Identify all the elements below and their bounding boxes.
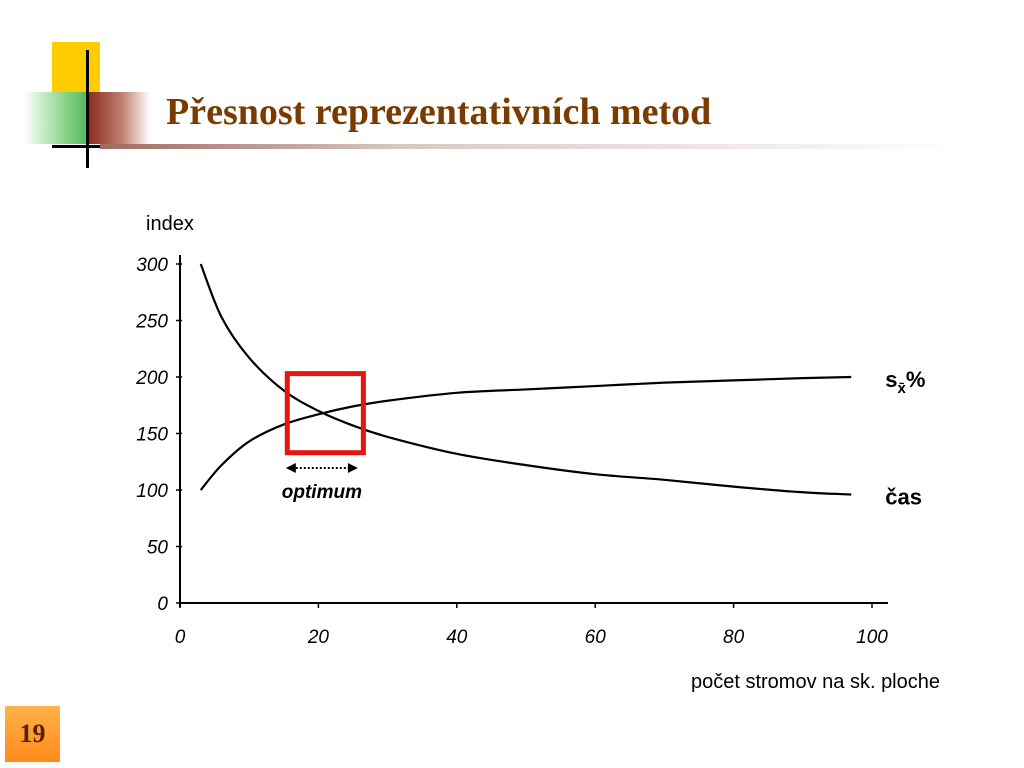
x-tick-label: 80 (723, 627, 745, 648)
x-tick-label: 20 (307, 627, 330, 648)
x-tick-label: 100 (856, 627, 888, 648)
y-tick-label: 0 (157, 594, 168, 615)
optimum-arrow-left-head (285, 463, 296, 473)
optimum-label: optimum (282, 482, 362, 503)
x-tick-label: 60 (585, 627, 607, 648)
x-tick-label: 0 (175, 627, 186, 648)
chart-axes (179, 255, 888, 607)
title-underline (100, 144, 960, 149)
chart-annotations: optimum (282, 371, 366, 503)
slide-number-box: 19 (5, 706, 60, 762)
ornament-horizontal-line (52, 145, 102, 148)
chart-ticks: 0 50 100 150 200 250 300 0 20 40 60 80 100 (135, 255, 888, 648)
slide-title: Přesnost reprezentativních metod (166, 91, 712, 133)
series-line-sx (199, 375, 852, 491)
ornament-brown-gradient (88, 92, 150, 144)
x-axis-label: počet stromov na sk. ploche (691, 671, 940, 693)
optimum-arrow-right-head (347, 463, 358, 473)
series-label: sx̄% (885, 367, 925, 397)
optimum-highlight-box (284, 371, 366, 456)
y-tick-label: 150 (136, 425, 168, 446)
y-axis-label: index (146, 213, 194, 235)
y-tick-label: 300 (136, 255, 168, 276)
x-tick-label: 40 (446, 627, 468, 648)
y-tick-label: 250 (135, 312, 168, 333)
series-label: čas (885, 485, 922, 510)
ornament-green-gradient (24, 92, 94, 144)
y-tick-label: 200 (135, 368, 168, 389)
y-tick-label: 50 (147, 538, 169, 559)
y-tick-label: 100 (136, 481, 168, 502)
series-line-cas (199, 263, 852, 496)
chart-series: sx̄% čas (199, 263, 925, 510)
ornament-vertical-line (86, 50, 89, 168)
slide-number: 19 (19, 719, 46, 748)
